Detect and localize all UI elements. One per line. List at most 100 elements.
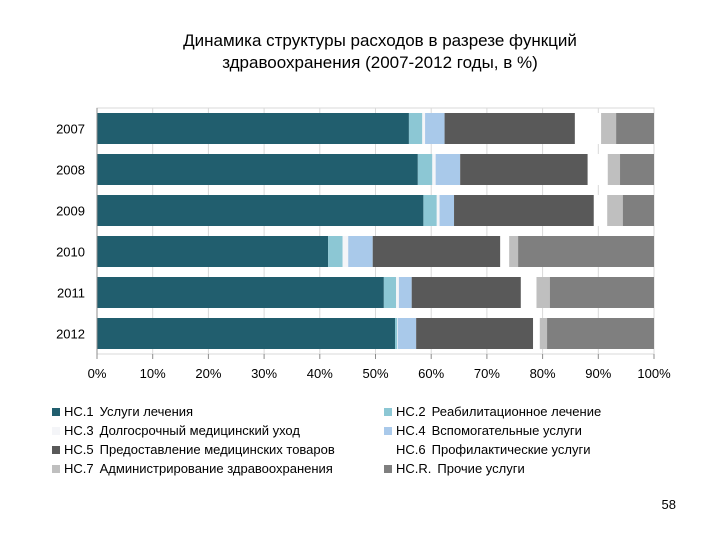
legend-label: Услуги лечения	[99, 404, 194, 419]
legend-code: HC.R.	[396, 461, 432, 476]
page-number: 58	[661, 497, 676, 512]
x-tick-label: 20%	[195, 366, 221, 381]
bar-segment-hc4-2011	[398, 277, 412, 308]
bar-segment-hc3-2008	[432, 154, 436, 185]
legend-item-hc1: HC.1 Услуги лечения	[52, 402, 193, 421]
x-tick-label: 100%	[637, 366, 671, 381]
chart-title: Динамика структуры расходов в разрезе фу…	[120, 30, 640, 74]
x-tick-label: 0%	[88, 366, 107, 381]
bar-segment-hcr-2007	[616, 113, 654, 144]
bar-segment-hc2-2011	[383, 277, 397, 308]
legend-code: HC.6	[396, 442, 426, 457]
bar-segment-hc5-2008	[460, 154, 588, 185]
bar-segment-hc6-2010	[500, 236, 510, 267]
bar-segment-hcr-2008	[620, 154, 654, 185]
bar-segment-hc4-2012	[397, 318, 417, 349]
legend-code: HC.3	[64, 423, 94, 438]
x-tick-label: 60%	[418, 366, 444, 381]
bar-segment-hc2-2008	[417, 154, 433, 185]
x-tick-label: 80%	[530, 366, 556, 381]
bar-segment-hcr-2010	[518, 236, 654, 267]
bar-segment-hcr-2011	[549, 277, 654, 308]
x-tick-label: 40%	[307, 366, 333, 381]
bar-segment-hc6-2007	[574, 113, 602, 144]
bar-segment-hc1-2010	[97, 236, 329, 267]
bar-segment-hc1-2012	[97, 318, 395, 349]
bar-segment-hc5-2012	[416, 318, 534, 349]
legend-swatch	[52, 445, 60, 454]
bar-segment-hc7-2010	[509, 236, 519, 267]
bar-segment-hc4-2009	[439, 195, 455, 226]
chart-title-line-2: здравоохранения (2007-2012 годы, в %)	[222, 53, 538, 72]
legend-label: Предоставление медицинских товаров	[99, 442, 335, 457]
legend-item-hc6: HC.6 Профилактические услуги	[384, 440, 591, 459]
bar-segment-hc6-2012	[533, 318, 540, 349]
legend-code: HC.5	[64, 442, 94, 457]
bar-segment-hc5-2007	[444, 113, 575, 144]
legend-item-hc4: HC.4 Вспомогательные услуги	[384, 421, 582, 440]
legend-swatch	[384, 464, 392, 473]
bar-segment-hc2-2010	[328, 236, 343, 267]
bar-segment-hc3-2011	[396, 277, 399, 308]
legend-swatch	[384, 426, 392, 435]
stacked-bar-chart: 2007 2008 2009 2010 2011 2012 0% 10% 20% 30% 40% 50…	[56, 107, 671, 381]
bar-segment-hc3-2010	[342, 236, 349, 267]
bar-segment-hc1-2007	[97, 113, 409, 144]
legend-swatch	[52, 407, 60, 416]
legend-item-hc5: HC.5 Предоставление медицинских товаров	[52, 440, 335, 459]
chart-title-line-1: Динамика структуры расходов в разрезе фу…	[183, 31, 577, 50]
legend-label: Администрирование здравоохранения	[99, 461, 333, 476]
bar-segment-hc2-2012	[394, 318, 398, 349]
legend-item-hc7: HC.7 Администрирование здравоохранения	[52, 459, 333, 478]
legend-swatch	[52, 464, 60, 473]
legend-swatch	[384, 445, 392, 454]
x-tick-label: 30%	[251, 366, 277, 381]
bar-segment-hc1-2011	[97, 277, 384, 308]
legend-code: HC.2	[396, 404, 426, 419]
bar-segment-hc5-2011	[411, 277, 521, 308]
bar-segment-hc6-2009	[593, 195, 608, 226]
legend-swatch	[52, 426, 60, 435]
y-tick-label: 2010	[56, 245, 85, 260]
legend-code: HC.1	[64, 404, 94, 419]
bar-segment-hc3-2007	[422, 113, 426, 144]
y-tick-label: 2012	[56, 327, 85, 342]
bar-segment-hc7-2011	[536, 277, 550, 308]
bar-segment-hc3-2009	[436, 195, 440, 226]
bar-segment-hc7-2008	[607, 154, 621, 185]
bar-segment-hc7-2012	[539, 318, 548, 349]
bar-segment-hc6-2008	[587, 154, 608, 185]
bar-segment-hc7-2007	[601, 113, 617, 144]
legend-code: HC.7	[64, 461, 94, 476]
legend-label: Реабилитационное лечение	[431, 404, 602, 419]
bar-segment-hc2-2007	[408, 113, 423, 144]
bar-segment-hc4-2008	[435, 154, 461, 185]
legend-item-hc3: HC.3 Долгосрочный медицинский уход	[52, 421, 300, 440]
bar-segment-hc3-2012	[397, 318, 398, 349]
y-tick-label: 2009	[56, 204, 85, 219]
y-tick-label: 2007	[56, 122, 85, 137]
legend-code: HC.4	[396, 423, 426, 438]
legend-label: Профилактические услуги	[431, 442, 591, 457]
legend-item-hc2: HC.2 Реабилитационное лечение	[384, 402, 601, 421]
bar-segment-hc4-2010	[348, 236, 373, 267]
bar-segment-hc7-2009	[607, 195, 623, 226]
legend-item-hcr: HC.R. Прочие услуги	[384, 459, 525, 478]
y-tick-label: 2008	[56, 163, 85, 178]
legend-label: Прочие услуги	[437, 461, 525, 476]
bar-segment-hc2-2009	[423, 195, 437, 226]
x-tick-label: 70%	[474, 366, 500, 381]
bar-segment-hcr-2012	[547, 318, 654, 349]
bar-segment-hc6-2011	[520, 277, 537, 308]
legend-swatch	[384, 407, 392, 416]
bar-segment-hc5-2010	[372, 236, 501, 267]
y-tick-label: 2011	[57, 286, 85, 301]
bar-segment-hcr-2009	[622, 195, 654, 226]
x-tick-label: 10%	[140, 366, 166, 381]
bar-segment-hc5-2009	[454, 195, 594, 226]
legend-label: Вспомогательные услуги	[431, 423, 582, 438]
bar-segment-hc1-2008	[97, 154, 418, 185]
x-tick-label: 90%	[585, 366, 611, 381]
legend-label: Долгосрочный медицинский уход	[99, 423, 300, 438]
bar-segment-hc1-2009	[97, 195, 424, 226]
